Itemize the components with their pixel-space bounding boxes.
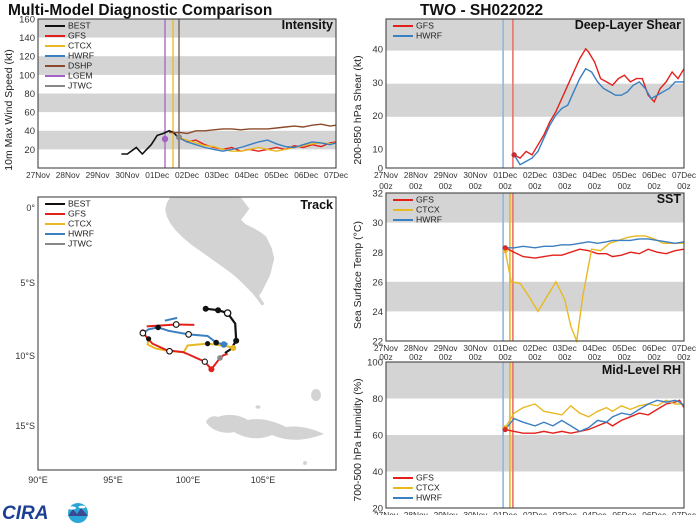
svg-text:30Nov: 30Nov [463, 510, 488, 515]
svg-text:00z: 00z [528, 181, 541, 191]
svg-text:00z: 00z [588, 181, 601, 191]
svg-text:00z: 00z [210, 179, 223, 180]
svg-text:CIRA: CIRA [2, 503, 48, 524]
svg-text:100: 100 [367, 358, 383, 369]
svg-text:100: 100 [19, 70, 35, 81]
svg-text:60: 60 [372, 431, 383, 442]
svg-text:JTWC: JTWC [68, 81, 92, 91]
svg-text:95°E: 95°E [103, 475, 123, 485]
svg-text:HWRF: HWRF [68, 51, 94, 61]
svg-text:06Dec: 06Dec [642, 510, 666, 515]
svg-text:15°S: 15°S [15, 421, 35, 431]
svg-text:24: 24 [372, 307, 383, 318]
svg-text:30: 30 [372, 218, 383, 229]
svg-text:CTCX: CTCX [68, 219, 92, 229]
svg-text:00z: 00z [151, 179, 164, 180]
svg-text:00z: 00z [121, 179, 134, 180]
svg-text:120: 120 [19, 52, 35, 63]
svg-text:80: 80 [372, 394, 383, 405]
svg-text:28: 28 [372, 248, 383, 259]
svg-text:00z: 00z [439, 181, 452, 191]
svg-text:00z: 00z [558, 181, 571, 191]
svg-text:GFS: GFS [68, 31, 86, 41]
svg-text:00z: 00z [499, 181, 512, 191]
svg-text:105°E: 105°E [251, 475, 276, 485]
svg-text:27Nov: 27Nov [374, 510, 399, 515]
svg-text:DSHP: DSHP [68, 61, 92, 71]
svg-text:GFS: GFS [68, 209, 86, 219]
svg-text:Intensity: Intensity [282, 18, 333, 32]
svg-text:0°: 0° [26, 203, 35, 213]
svg-text:160: 160 [19, 15, 35, 26]
svg-text:40: 40 [372, 44, 383, 55]
svg-text:Deep-Layer Shear: Deep-Layer Shear [575, 18, 681, 32]
svg-text:02Dec: 02Dec [523, 510, 547, 515]
svg-text:40: 40 [24, 126, 35, 137]
svg-text:00z: 00z [409, 181, 422, 191]
svg-text:10°S: 10°S [15, 351, 35, 361]
svg-text:GFS: GFS [416, 473, 434, 483]
svg-text:30: 30 [372, 78, 383, 89]
svg-text:HWRF: HWRF [416, 31, 442, 41]
svg-text:JTWC: JTWC [68, 239, 92, 249]
svg-text:BEST: BEST [68, 199, 91, 209]
svg-text:Track: Track [300, 198, 333, 212]
svg-text:05Dec: 05Dec [612, 510, 636, 515]
svg-text:29Nov: 29Nov [434, 510, 459, 515]
svg-text:00z: 00z [618, 181, 631, 191]
svg-text:200-850 hPa Shear (kt): 200-850 hPa Shear (kt) [352, 55, 364, 164]
svg-text:60: 60 [24, 108, 35, 119]
svg-text:GFS: GFS [416, 21, 434, 31]
svg-text:28Nov: 28Nov [404, 510, 429, 515]
svg-text:90°E: 90°E [28, 475, 48, 485]
svg-text:00z: 00z [677, 181, 690, 191]
svg-text:HWRF: HWRF [416, 493, 442, 503]
svg-text:20: 20 [372, 111, 383, 122]
svg-text:00z: 00z [469, 181, 482, 191]
svg-text:5°S: 5°S [20, 278, 35, 288]
svg-text:CTCX: CTCX [68, 41, 92, 51]
svg-text:03Dec: 03Dec [553, 510, 577, 515]
svg-text:GFS: GFS [416, 195, 434, 205]
svg-text:80: 80 [24, 89, 35, 100]
svg-text:00z: 00z [329, 179, 342, 180]
svg-text:Mid-Level RH: Mid-Level RH [602, 363, 681, 377]
svg-text:CTCX: CTCX [416, 205, 440, 215]
svg-text:00z: 00z [61, 179, 74, 180]
svg-text:Sea Surface Temp (°C): Sea Surface Temp (°C) [352, 221, 364, 329]
svg-text:20: 20 [24, 145, 35, 156]
svg-text:HWRF: HWRF [68, 229, 94, 239]
svg-text:00z: 00z [379, 181, 392, 191]
svg-text:SST: SST [657, 192, 682, 206]
svg-text:10m Max Wind Speed (kt): 10m Max Wind Speed (kt) [3, 49, 15, 170]
svg-text:HWRF: HWRF [416, 215, 442, 225]
svg-text:140: 140 [19, 33, 35, 44]
svg-text:700-500 hPa Humidity (%): 700-500 hPa Humidity (%) [352, 378, 364, 501]
svg-text:10: 10 [372, 144, 383, 155]
svg-text:00z: 00z [31, 179, 44, 180]
svg-text:CTCX: CTCX [416, 483, 440, 493]
svg-text:07Dec: 07Dec [672, 510, 696, 515]
svg-text:00z: 00z [648, 181, 661, 191]
svg-text:00z: 00z [270, 179, 283, 180]
svg-text:26: 26 [372, 277, 383, 288]
svg-text:04Dec: 04Dec [583, 510, 607, 515]
svg-text:BEST: BEST [68, 21, 91, 31]
svg-text:00z: 00z [240, 179, 253, 180]
svg-text:00z: 00z [300, 179, 313, 180]
svg-text:00z: 00z [91, 179, 104, 180]
svg-text:100°E: 100°E [176, 475, 201, 485]
svg-text:LGEM: LGEM [68, 71, 93, 81]
svg-text:00z: 00z [180, 179, 193, 180]
svg-text:40: 40 [372, 467, 383, 478]
svg-text:01Dec: 01Dec [493, 510, 517, 515]
